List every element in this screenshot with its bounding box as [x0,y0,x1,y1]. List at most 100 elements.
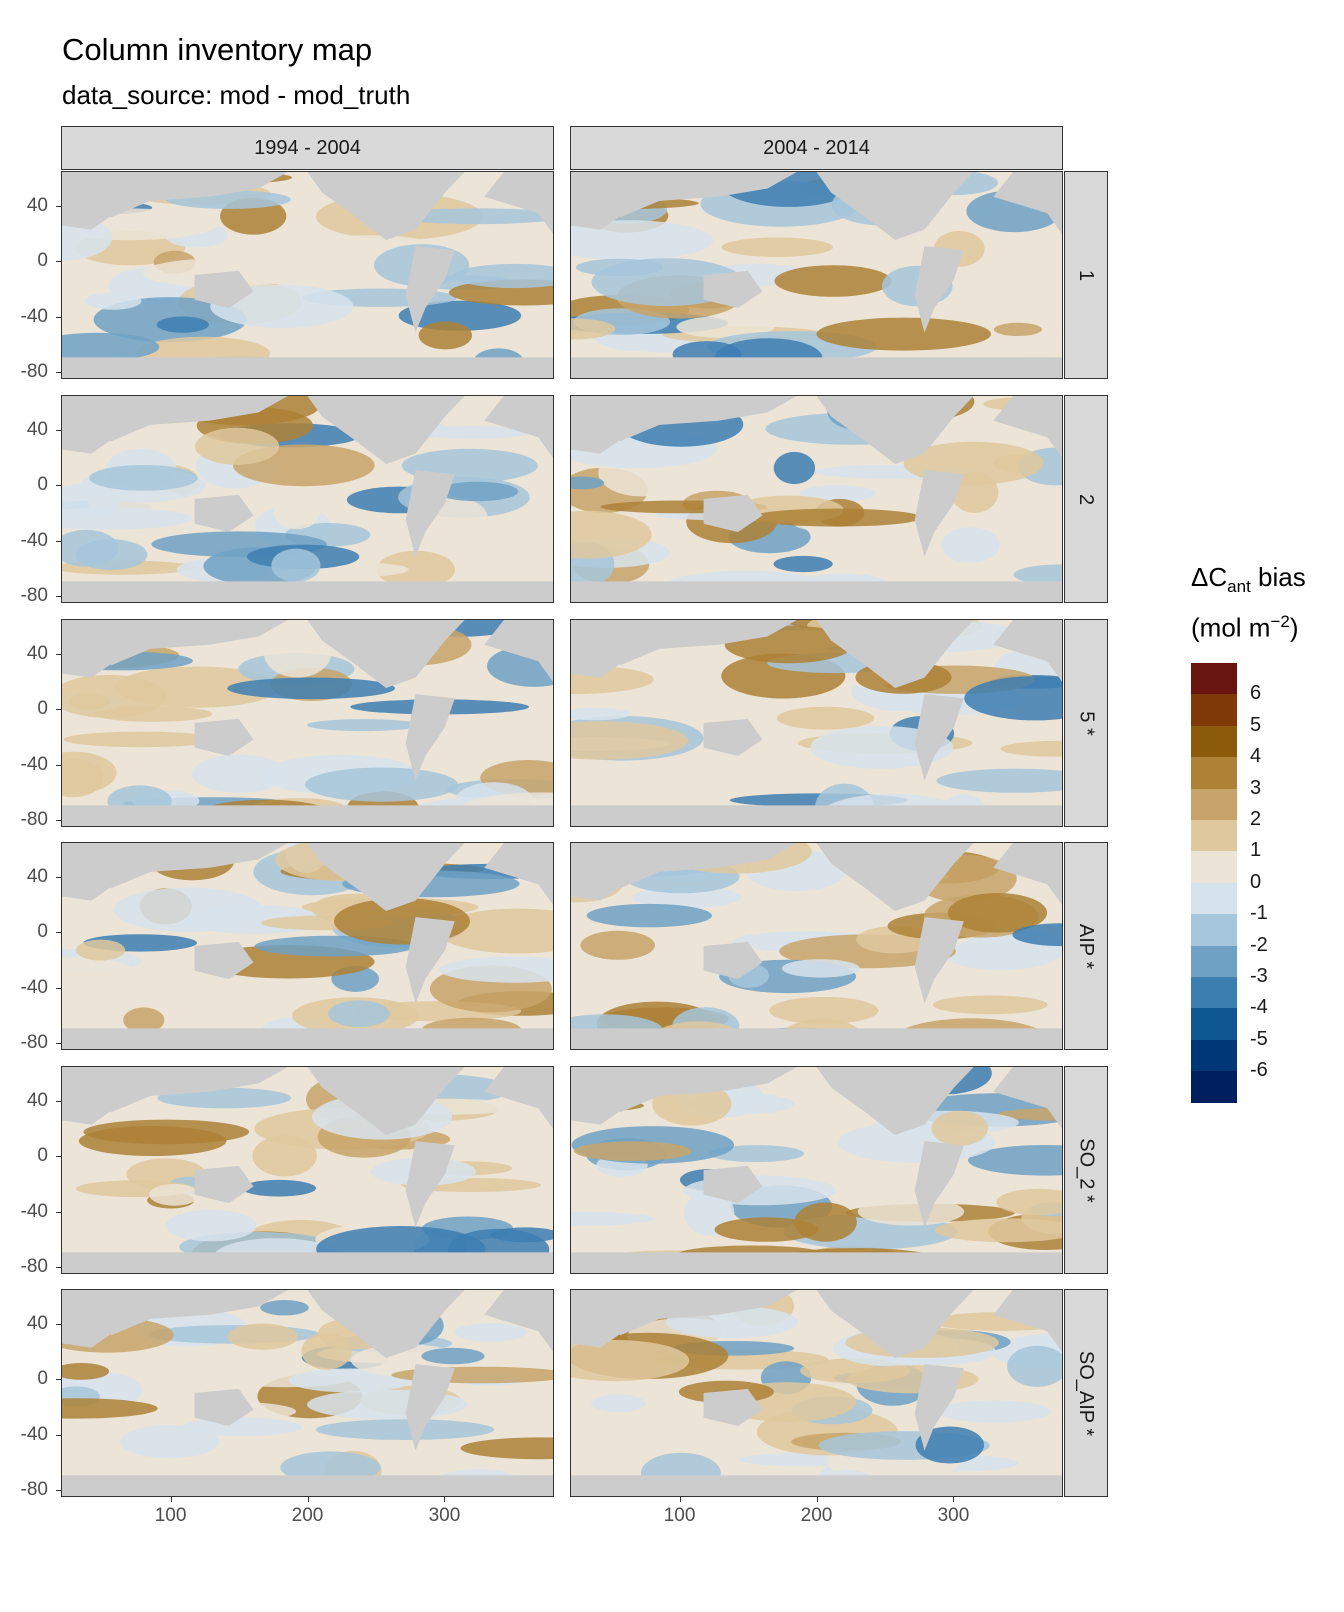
map-panel [570,395,1063,603]
facet-strip-row: SO_2 * [1064,1066,1108,1274]
map-panel [570,842,1063,1050]
y-tick-label: -80 [20,809,48,831]
bias-map [571,1067,1062,1273]
x-tick-label: 200 [291,1505,324,1526]
x-tick-label: 100 [663,1505,696,1526]
y-tick-mark [56,1211,61,1213]
y-tick-mark [56,1490,61,1492]
legend-label: -3 [1250,965,1268,987]
y-tick-mark [56,372,61,374]
y-tick-label: 40 [26,1312,48,1334]
y-tick-label: -80 [20,1256,48,1278]
y-tick-mark [56,1043,61,1045]
legend-label: 5 [1250,713,1262,736]
map-panel [61,1289,554,1497]
y-tick-label: -40 [20,753,48,775]
x-tick-label: 300 [428,1505,461,1526]
y-tick-label: 0 [37,250,48,272]
y-tick-mark [56,987,61,989]
y-tick-label: 0 [37,698,48,720]
y-tick-mark [56,1379,61,1381]
y-tick-mark [56,932,61,934]
y-tick-mark [56,485,61,487]
x-tick-label: 300 [937,1505,970,1526]
y-tick-mark [56,596,61,598]
legend-swatch [1191,977,1237,1009]
x-tick-mark [679,1497,681,1502]
map-panel [61,395,554,603]
map-panel [61,171,554,379]
facet-strip-row: 2 [1064,395,1108,603]
legend-swatch [1191,694,1237,727]
facet-strip-row: 1 [1064,171,1108,379]
bias-map [62,172,553,378]
x-tick-mark [307,1497,309,1502]
map-panel [61,1066,554,1274]
y-tick-label: 40 [26,1089,48,1111]
y-tick-label: 0 [37,921,48,943]
y-tick-label: 0 [37,1368,48,1390]
map-panel [570,171,1063,379]
legend-unit: (mol m−2) [1191,612,1299,643]
facet-strip-column: 2004 - 2014 [570,126,1063,170]
chart-subtitle: data_source: mod - mod_truth [62,80,411,110]
bias-map [62,1067,553,1273]
legend-swatch [1191,882,1237,915]
bias-map [571,620,1062,826]
chart-title: Column inventory map [62,32,373,67]
y-tick-label: 40 [26,865,48,887]
legend-swatch [1191,725,1237,758]
legend-label: 1 [1250,839,1262,862]
bias-map [571,172,1062,378]
legend-label: 3 [1250,776,1262,799]
legend-label: 0 [1250,870,1262,893]
y-tick-label: -80 [20,361,48,383]
y-tick-mark [56,429,61,431]
x-tick-mark [953,1497,955,1502]
map-panel [570,619,1063,827]
legend-swatch [1191,1008,1237,1041]
legend-label: 4 [1250,745,1262,768]
y-tick-mark [56,205,61,207]
y-tick-label: -80 [20,585,48,607]
y-tick-label: -40 [20,305,48,327]
legend-label: -1 [1250,902,1268,925]
legend-swatch [1191,1039,1237,1072]
legend-label: 2 [1250,808,1262,830]
legend-swatch [1191,757,1237,790]
legend-title: ΔCant bias [1191,562,1306,597]
facet-strip-row: AIP * [1064,842,1108,1050]
legend-swatch [1191,945,1237,978]
y-tick-mark [56,1267,61,1269]
map-panel [61,842,554,1050]
y-tick-label: 40 [26,194,48,216]
map-panel [570,1289,1063,1497]
legend-label: -4 [1250,996,1268,1019]
legend-swatch [1191,663,1237,695]
legend-swatch [1191,851,1237,884]
y-tick-mark [56,1323,61,1325]
legend-label: -6 [1250,1059,1268,1082]
y-tick-mark [56,316,61,318]
x-tick-mark [816,1497,818,1502]
y-tick-label: -40 [20,529,48,551]
x-tick-label: 100 [154,1505,187,1526]
y-tick-mark [56,540,61,542]
map-panel [570,1066,1063,1274]
bias-map [62,843,553,1049]
legend-swatch [1191,788,1237,821]
legend-label: -2 [1250,933,1268,956]
y-tick-label: -80 [20,1032,48,1054]
bias-map [62,620,553,826]
legend-swatch [1191,820,1237,852]
legend-swatch [1191,1071,1237,1104]
y-tick-mark [56,709,61,711]
y-tick-label: -40 [20,1200,48,1222]
y-tick-mark [56,876,61,878]
y-tick-label: 0 [37,1145,48,1167]
x-tick-mark [444,1497,446,1502]
y-tick-mark [56,1100,61,1102]
x-tick-mark [170,1497,172,1502]
facet-strip-column: 1994 - 2004 [61,126,554,170]
facet-strip-row: SO_AIP * [1064,1289,1108,1497]
